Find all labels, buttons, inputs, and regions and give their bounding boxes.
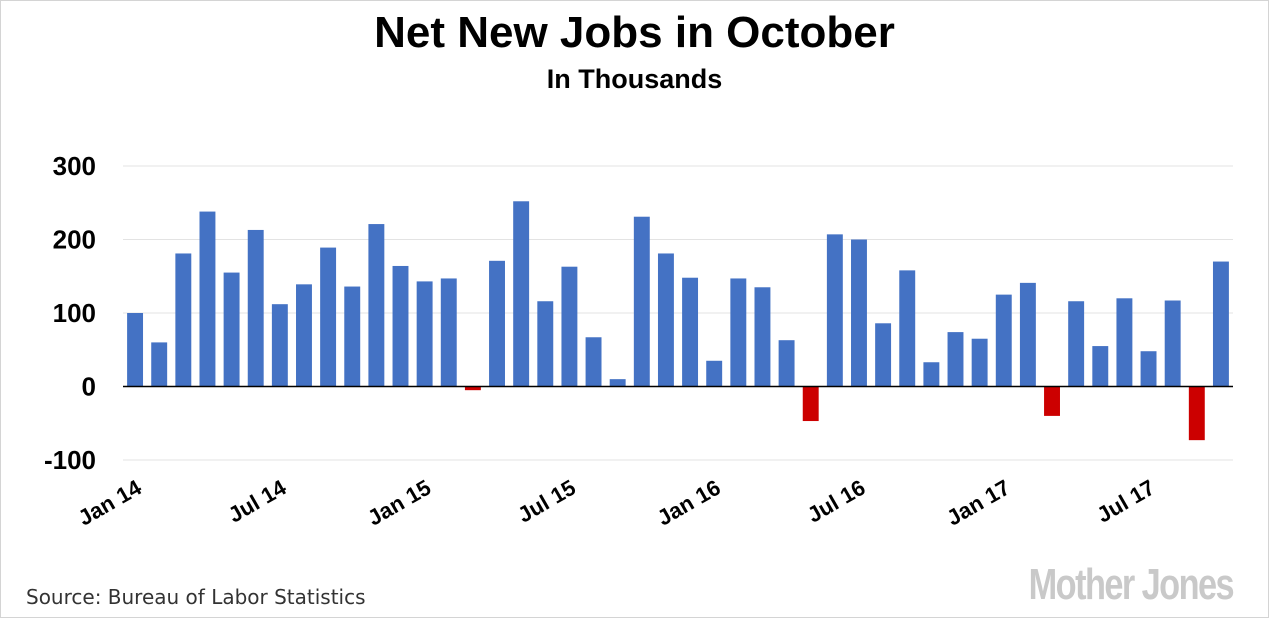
x-tick-label: Jul 15 — [513, 475, 580, 528]
bar — [802, 386, 819, 422]
y-tick-label: 200 — [53, 225, 96, 255]
y-tick-label: 300 — [53, 151, 96, 181]
bar — [609, 379, 626, 387]
bar — [947, 332, 964, 387]
bar — [1068, 301, 1085, 387]
bar — [392, 265, 409, 387]
bar — [633, 216, 650, 387]
gridlines — [123, 165, 1233, 461]
bar — [1164, 300, 1181, 387]
x-tick-label: Jul 14 — [224, 474, 291, 527]
y-tick-label: 100 — [53, 298, 96, 328]
source-note: Source: Bureau of Labor Statistics — [26, 585, 366, 609]
chart-title: Net New Jobs in October — [374, 8, 895, 57]
mother-jones-logo: Mother Jones — [1028, 560, 1235, 609]
bar — [464, 386, 481, 391]
x-tick-label: Jul 17 — [1093, 475, 1160, 528]
bar — [368, 224, 385, 387]
bar — [320, 247, 337, 387]
bar — [971, 338, 988, 387]
bar — [489, 260, 505, 387]
bar — [585, 337, 602, 387]
bar — [995, 294, 1012, 387]
bar — [706, 360, 723, 387]
bar — [1116, 298, 1133, 387]
bar — [875, 323, 892, 387]
bar — [344, 286, 361, 387]
x-tick-label: Jan 17 — [942, 475, 1014, 531]
bar — [416, 281, 433, 387]
bar — [247, 229, 264, 387]
y-tick-label: -100 — [44, 445, 96, 475]
x-tick-label: Jan 14 — [74, 474, 146, 530]
x-axis-ticks: Jan 14 Jul 14 Jan 15 Jul 15 Jan 16 Jul 16 Jan … — [74, 474, 1159, 530]
x-tick-label: Jul 16 — [803, 475, 870, 528]
bar — [923, 362, 940, 387]
bar — [778, 340, 795, 387]
bar — [730, 278, 747, 387]
x-tick-label: Jan 15 — [363, 475, 435, 531]
bar — [513, 201, 530, 387]
bar — [851, 239, 867, 387]
bar — [223, 272, 240, 387]
bar — [271, 304, 288, 387]
bar — [561, 266, 578, 387]
bar — [826, 234, 843, 387]
bar — [1092, 346, 1109, 387]
x-tick-label: Jan 16 — [653, 475, 725, 531]
bar — [1019, 282, 1036, 387]
bar — [296, 284, 312, 387]
bar — [1044, 386, 1060, 416]
y-tick-label: 0 — [82, 372, 96, 402]
bar — [199, 211, 216, 387]
bar — [1188, 386, 1205, 441]
bar — [754, 287, 771, 387]
bar — [899, 270, 916, 387]
bar — [1140, 351, 1157, 387]
bar — [175, 253, 192, 387]
bar — [440, 278, 457, 387]
bar — [1212, 261, 1229, 387]
bar — [127, 313, 144, 387]
bar — [682, 277, 699, 387]
y-axis-ticks: 300 200 100 0 -100 — [44, 151, 96, 475]
bar — [657, 253, 674, 387]
chart-subtitle: In Thousands — [546, 64, 723, 94]
bar — [537, 301, 554, 387]
bar — [151, 342, 168, 387]
bars — [127, 201, 1229, 441]
